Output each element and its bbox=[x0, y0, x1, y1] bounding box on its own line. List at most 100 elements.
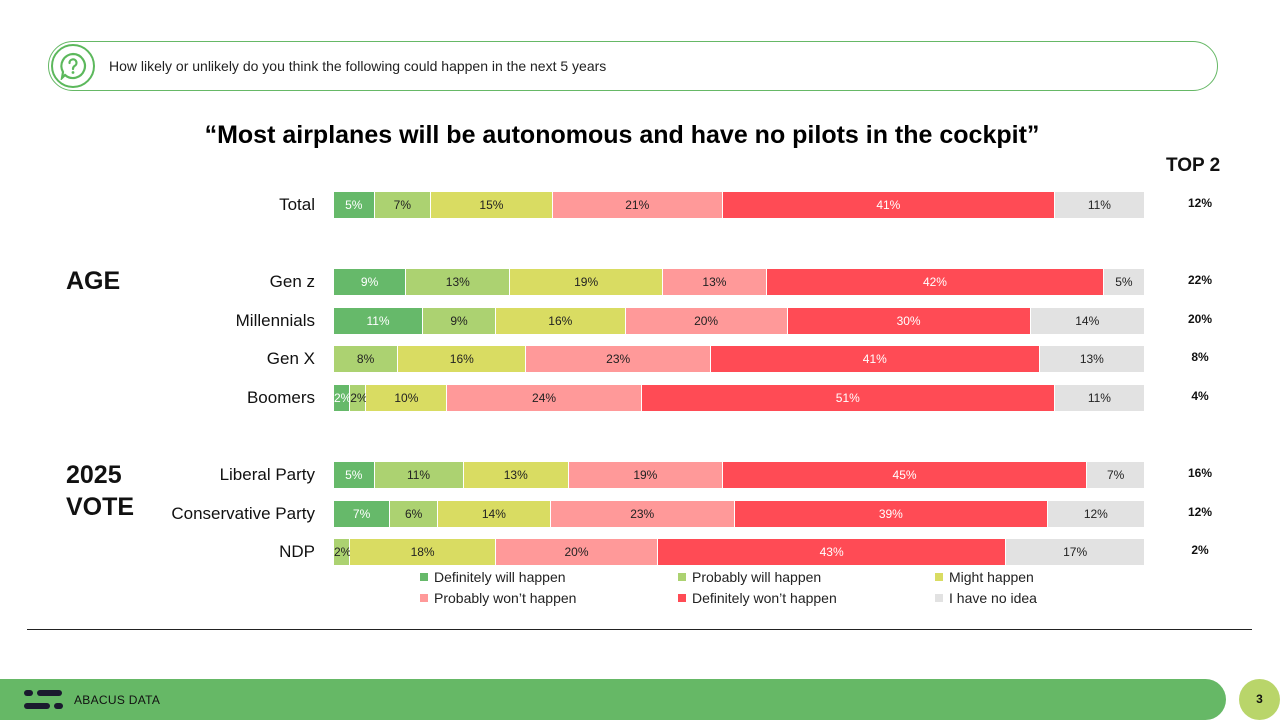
top2-value: 20% bbox=[1187, 312, 1213, 326]
bar-segment: 17% bbox=[1006, 539, 1144, 565]
footer-bar bbox=[0, 679, 1226, 720]
bar-segment: 8% bbox=[334, 346, 399, 372]
row-label: NDP bbox=[279, 542, 315, 561]
row-label: Gen X bbox=[266, 349, 315, 368]
legend-swatch bbox=[420, 594, 428, 602]
legend-swatch bbox=[935, 594, 943, 602]
stacked-bar: 8% 16% 23% 41% 13% bbox=[334, 346, 1144, 372]
question-text: How likely or unlikely do you think the … bbox=[109, 58, 607, 74]
legend-swatch bbox=[935, 573, 943, 581]
legend-item: Definitely won’t happen bbox=[678, 590, 837, 606]
bar-segment: 51% bbox=[641, 385, 1055, 411]
bar-segment: 41% bbox=[722, 192, 1055, 218]
bar-segment: 18% bbox=[350, 539, 496, 565]
bar-segment: 13% bbox=[1039, 346, 1144, 372]
bar-segment: 24% bbox=[447, 385, 642, 411]
bar-segment: 30% bbox=[787, 308, 1031, 334]
bar-segment: 11% bbox=[1054, 192, 1144, 218]
top2-header: TOP 2 bbox=[1166, 155, 1221, 176]
bar-segment: 43% bbox=[657, 539, 1007, 565]
bar-segment: 11% bbox=[1054, 385, 1144, 411]
bar-segment: 16% bbox=[495, 308, 626, 334]
legend-label: I have no idea bbox=[949, 590, 1037, 606]
legend-item: Probably won’t happen bbox=[420, 590, 576, 606]
bar-segment: 41% bbox=[710, 346, 1040, 372]
bar-segment: 11% bbox=[374, 462, 464, 488]
bar-segment: 9% bbox=[334, 269, 407, 295]
question-chat-icon bbox=[51, 44, 95, 88]
legend-item: I have no idea bbox=[935, 590, 1037, 606]
row-label: Boomers bbox=[246, 388, 315, 407]
bar-segment: 19% bbox=[568, 462, 723, 488]
abacus-logo-icon bbox=[24, 689, 64, 716]
footer-divider bbox=[27, 629, 1252, 630]
bar-segment: 13% bbox=[463, 462, 569, 488]
brand-name: ABACUS DATA bbox=[74, 693, 161, 707]
stacked-bar: 11% 9% 16% 20% 30% 14% bbox=[334, 308, 1144, 334]
stacked-bar: 9% 13% 19% 13% 42% 5% bbox=[334, 269, 1144, 295]
legend-label: Definitely won’t happen bbox=[692, 590, 837, 606]
bar-segment: 20% bbox=[495, 539, 658, 565]
top2-value: 22% bbox=[1187, 273, 1213, 287]
legend-swatch bbox=[420, 573, 428, 581]
bar-segment: 12% bbox=[1047, 501, 1144, 527]
legend-label: Definitely will happen bbox=[434, 569, 566, 585]
bar-segment: 5% bbox=[334, 192, 375, 218]
bar-segment: 14% bbox=[438, 501, 551, 527]
legend-swatch bbox=[678, 573, 686, 581]
top2-value: 12% bbox=[1187, 196, 1213, 210]
legend-swatch bbox=[678, 594, 686, 602]
bar-segment: 6% bbox=[390, 501, 439, 527]
bar-segment: 42% bbox=[767, 269, 1104, 295]
group-label-vote: 2025 VOTE bbox=[66, 461, 135, 521]
bar-segment: 5% bbox=[1103, 269, 1144, 295]
row-label: Liberal Party bbox=[219, 465, 315, 484]
legend-label: Probably won’t happen bbox=[434, 590, 577, 606]
page-number: 3 bbox=[1239, 679, 1280, 720]
top2-value: 2% bbox=[1191, 543, 1209, 557]
bar-segment: 23% bbox=[550, 501, 735, 527]
bar-segment: 13% bbox=[662, 269, 768, 295]
bar-segment: 13% bbox=[406, 269, 511, 295]
bar-segment: 7% bbox=[334, 501, 391, 527]
legend-item: Might happen bbox=[935, 569, 1034, 585]
bar-segment: 45% bbox=[722, 462, 1088, 488]
bar-segment: 21% bbox=[552, 192, 723, 218]
top2-value: 8% bbox=[1191, 350, 1209, 364]
top2-value: 16% bbox=[1187, 466, 1213, 480]
bar-segment: 2% bbox=[350, 385, 368, 411]
question-box: How likely or unlikely do you think the … bbox=[48, 41, 1218, 91]
bar-segment: 23% bbox=[526, 346, 711, 372]
bar-segment: 20% bbox=[625, 308, 788, 334]
stacked-bar: 5% 7% 15% 21% 41% 11% bbox=[334, 192, 1144, 218]
bar-segment: 7% bbox=[374, 192, 432, 218]
bar-segment: 5% bbox=[334, 462, 375, 488]
bar-segment: 9% bbox=[423, 308, 496, 334]
bar-segment: 11% bbox=[334, 308, 424, 334]
bar-segment: 14% bbox=[1030, 308, 1144, 334]
bar-segment: 2% bbox=[334, 539, 351, 565]
stacked-bar: 2% 2% 10% 24% 51% 11% bbox=[334, 385, 1144, 411]
legend-label: Probably will happen bbox=[692, 569, 822, 585]
row-label: Total bbox=[279, 195, 315, 214]
bar-segment: 15% bbox=[431, 192, 553, 218]
bar-segment: 2% bbox=[334, 385, 351, 411]
bar-segment: 16% bbox=[398, 346, 527, 372]
row-label: Gen z bbox=[269, 272, 315, 291]
bar-segment: 7% bbox=[1087, 462, 1144, 488]
group-label-age: AGE bbox=[66, 267, 121, 295]
bar-segment: 10% bbox=[366, 385, 448, 411]
top2-value: 4% bbox=[1191, 389, 1209, 403]
top2-value: 12% bbox=[1187, 505, 1213, 519]
stacked-bar: 2% 18% 20% 43% 17% bbox=[334, 539, 1144, 565]
row-label: Conservative Party bbox=[171, 504, 315, 523]
chart-title: “Most airplanes will be autonomous and h… bbox=[204, 121, 1040, 149]
legend-item: Probably will happen bbox=[678, 569, 821, 585]
bar-segment: 19% bbox=[510, 269, 663, 295]
bar-segment: 39% bbox=[734, 501, 1048, 527]
legend-label: Might happen bbox=[949, 569, 1034, 585]
stacked-bar: 5% 11% 13% 19% 45% 7% bbox=[334, 462, 1144, 488]
legend-item: Definitely will happen bbox=[420, 569, 566, 585]
row-label: Millennials bbox=[235, 311, 315, 330]
stacked-bar: 7% 6% 14% 23% 39% 12% bbox=[334, 501, 1144, 527]
